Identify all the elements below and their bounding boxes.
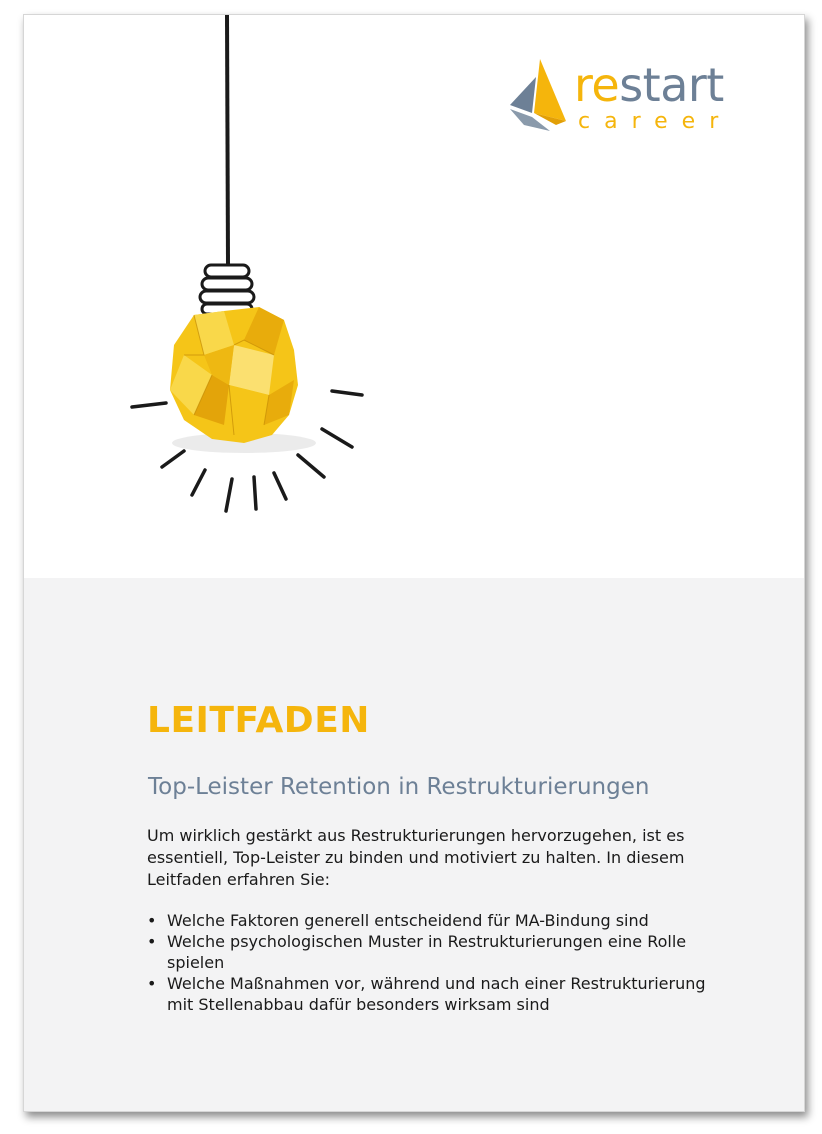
page-title: LEITFADEN [147,700,370,741]
list-item: Welche Maßnahmen vor, während und nach e… [147,973,707,1015]
document-page: restart career LEITFADEN Top-Leister Ret… [23,14,805,1112]
sailboat-logo-icon [510,59,566,131]
crumpled-paper-lightbulb-icon [130,15,364,513]
page-subtitle: Top-Leister Retention in Restrukturierun… [148,774,650,800]
list-item: Welche psychologischen Muster in Restruk… [147,931,707,973]
bullet-list: Welche Faktoren generell entscheidend fü… [147,910,707,1015]
restart-career-logo: restart career [504,57,764,137]
list-item: Welche Faktoren generell entscheidend fü… [147,910,707,931]
content-panel [24,578,804,1111]
logo-tagline: career [578,109,733,134]
logo-wordmark: restart [574,58,724,112]
intro-paragraph: Um wirklich gestärkt aus Restrukturierun… [147,826,685,889]
